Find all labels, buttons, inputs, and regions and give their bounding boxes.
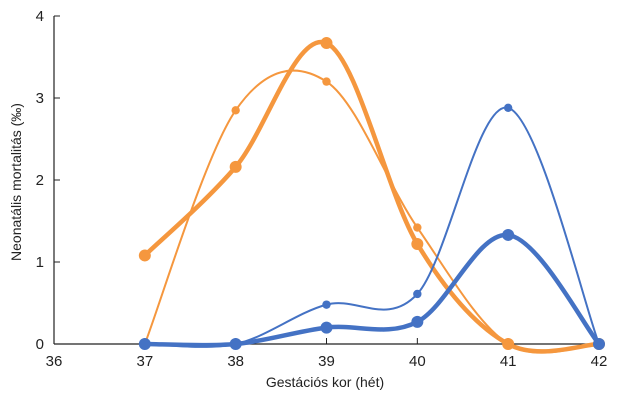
data-point (322, 77, 331, 86)
x-axis-title: Gestációs kor (hét) (266, 374, 384, 390)
y-axis: 0 1 2 3 4 (36, 8, 60, 353)
y-tick-label: 3 (36, 90, 44, 107)
x-axis: 36 37 38 39 40 41 42 (46, 338, 608, 370)
series-2 (138, 37, 605, 354)
series-line (142, 232, 602, 348)
series-line (143, 69, 600, 354)
data-point (593, 338, 605, 350)
data-point (502, 338, 515, 350)
data-point (322, 300, 331, 309)
x-tick-label: 41 (500, 353, 517, 370)
series-line (142, 39, 602, 354)
data-point (229, 160, 242, 173)
data-point (138, 338, 151, 350)
data-point (320, 321, 333, 334)
data-point (411, 315, 424, 328)
x-tick-label: 40 (409, 353, 426, 370)
series-1 (140, 69, 604, 354)
y-tick-label: 4 (36, 8, 44, 25)
y-axis-title: Neonatális mortalitás (‰) (8, 103, 24, 261)
series-4 (138, 228, 605, 350)
data-point (413, 289, 422, 299)
x-tick-label: 37 (136, 353, 153, 370)
data-point (320, 37, 333, 50)
y-tick-label: 0 (36, 336, 44, 353)
data-point (502, 228, 515, 241)
series-line (143, 106, 600, 348)
y-tick-label: 1 (36, 254, 44, 271)
data-point (411, 237, 424, 250)
x-tick-label: 36 (46, 353, 63, 370)
data-point (503, 103, 513, 113)
data-point (229, 338, 242, 350)
x-tick-label: 38 (227, 353, 244, 370)
series-group (138, 37, 605, 354)
series-3 (140, 103, 604, 349)
x-tick-label: 39 (318, 353, 335, 370)
data-point (231, 106, 240, 115)
y-tick-label: 2 (36, 172, 44, 189)
data-point (138, 249, 151, 262)
x-tick-label: 42 (591, 353, 608, 370)
data-point (413, 223, 422, 232)
